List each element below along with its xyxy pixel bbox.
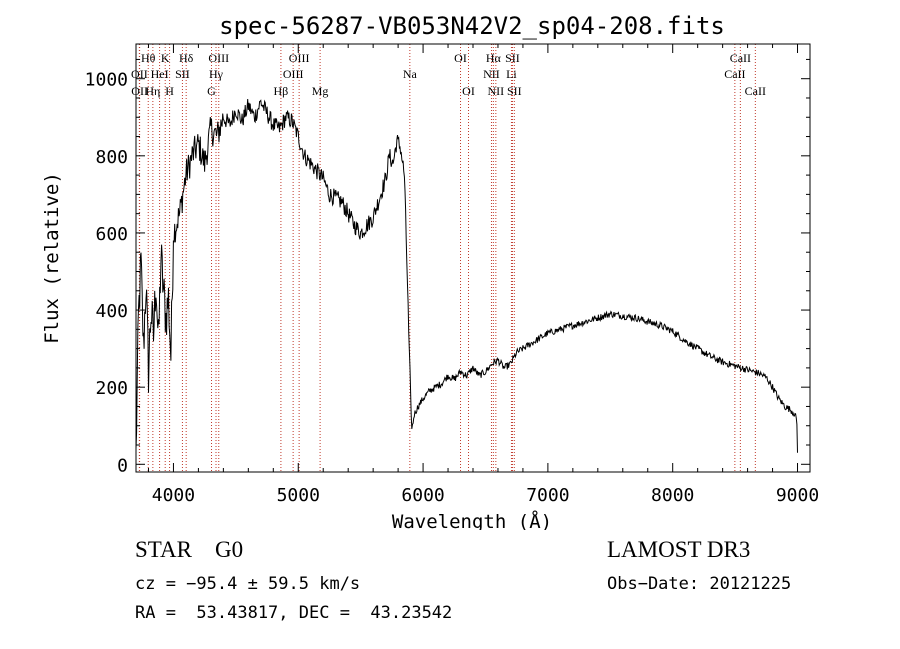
chart-title: spec-56287-VB053N42V2_sp04-208.fits (219, 12, 725, 40)
y-tick-label: 0 (117, 455, 128, 476)
line-label: Hδ (179, 51, 194, 65)
spectrum-line (135, 98, 798, 453)
line-label: OI (454, 51, 467, 65)
line-label: CaII (745, 84, 766, 98)
x-tick-label: 9000 (776, 485, 819, 506)
y-tick-label: 200 (95, 378, 128, 399)
x-tick-label: 8000 (651, 485, 694, 506)
line-label: Hη (145, 84, 160, 98)
line-label: SII (175, 67, 190, 81)
x-tick-label: 4000 (152, 485, 195, 506)
line-label: SII (505, 51, 520, 65)
spectral-line-labels: HθOIIOIIHηHeIKHSIIHδGHγOIIIHβOIIIOIIIMgN… (131, 51, 766, 98)
plot-frame (135, 43, 811, 473)
line-label: H (165, 84, 174, 98)
redshift-label: cz = −95.4 ± 59.5 km/s (135, 574, 361, 594)
object-class: STAR (135, 537, 192, 562)
line-label: Mg (312, 84, 329, 98)
line-label: SII (507, 84, 522, 98)
coordinates-label: RA = 53.43817, DEC = 43.23542 (135, 603, 453, 623)
survey-label: LAMOST DR3 (607, 537, 751, 562)
x-tick-label: 5000 (277, 485, 320, 506)
line-label: K (161, 51, 170, 65)
line-label: OIII (289, 51, 310, 65)
spectral-line-markers (138, 44, 756, 472)
y-tick-label: 1000 (85, 70, 128, 91)
object-class-block: STAR G0 (135, 537, 243, 563)
line-label: HeI (151, 67, 169, 81)
line-label: OIII (208, 51, 229, 65)
x-tick-label: 6000 (401, 485, 444, 506)
line-label: Li (506, 67, 517, 81)
line-label: CaII (724, 67, 745, 81)
y-tick-label: 600 (95, 224, 128, 245)
line-label: Hβ (274, 84, 289, 98)
x-axis-label: Wavelength (Å) (392, 510, 552, 530)
line-label: G (207, 84, 216, 98)
x-axis: 4000 5000 6000 7000 8000 9000 (147, 44, 819, 506)
line-label: Hα (486, 51, 502, 65)
x-tick-label: 7000 (526, 485, 569, 506)
y-tick-label: 800 (95, 147, 128, 168)
line-label: Na (403, 67, 418, 81)
spectrum-chart: spec-56287-VB053N42V2_sp04-208.fits Hθ OI… (41, 12, 819, 530)
y-axis: 0 200 400 600 800 1000 (85, 58, 810, 476)
y-axis-label: Flux (relative) (41, 172, 63, 344)
y-tick-label: 400 (95, 301, 128, 322)
line-label: OII (131, 84, 148, 98)
line-label: Hθ (141, 51, 156, 65)
line-label: OII (131, 67, 148, 81)
line-label: OI (462, 84, 475, 98)
obs-date-label: Obs−Date: 20121225 (607, 574, 792, 594)
line-label: OIII (283, 67, 304, 81)
line-label: Hγ (209, 67, 224, 81)
line-label: NII (483, 67, 500, 81)
line-label: CaII (730, 51, 751, 65)
line-label: NII (488, 84, 505, 98)
object-subclass: G0 (214, 537, 244, 562)
